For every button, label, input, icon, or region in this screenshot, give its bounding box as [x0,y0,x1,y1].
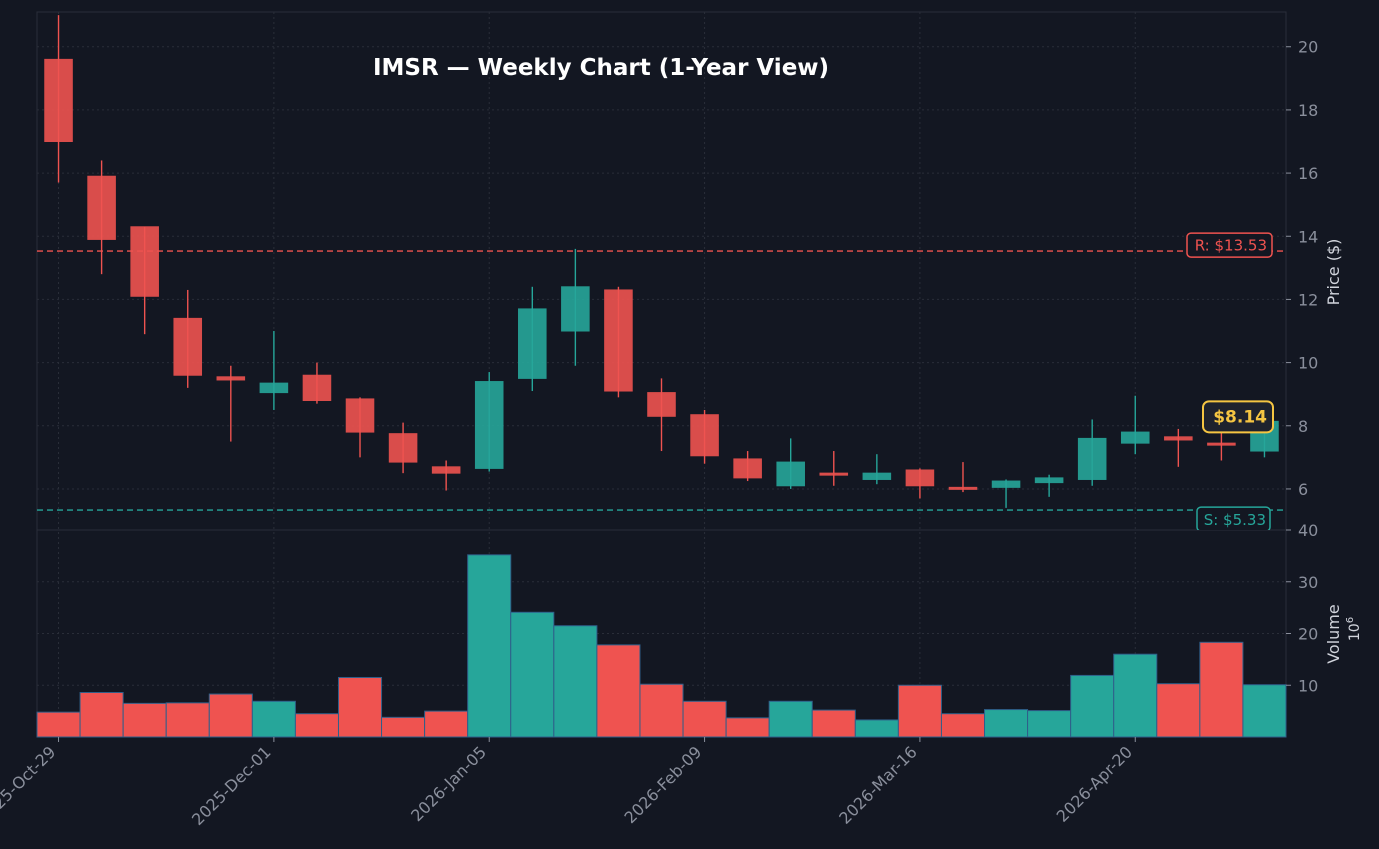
volume-bar [467,554,512,738]
chart-title: IMSR — Weekly Chart (1-Year View) [373,55,829,81]
volume-tick-label: 30 [1298,573,1318,592]
volume-bar [639,683,684,738]
volume-bar [940,713,986,738]
support-label-group: S: $5.33 [1196,506,1271,530]
price-axis-label: Price ($) [1324,239,1343,306]
last-price-badge [1202,400,1274,434]
candle-body [216,376,246,381]
resistance-label-box [1186,232,1273,258]
volume-bar [294,713,339,738]
volume-multiplier-exponent: 6 [1345,617,1356,623]
candle-body [518,308,547,379]
price-tick-label: 10 [1298,354,1318,373]
support-label-box [1196,506,1271,530]
volume-bar [897,684,942,738]
candle-body [819,472,849,476]
candle-body [690,414,719,457]
candle-body [905,469,935,487]
candle-body [733,458,762,479]
volume-bar [122,702,167,738]
candle-body [776,461,805,487]
candle-body [130,226,159,297]
last-price-label: $8.14 [1213,407,1267,427]
price-tick-label: 8 [1298,417,1308,436]
candle-body [173,317,203,376]
volume-bar [510,611,555,738]
candle-body [1120,431,1150,444]
volume-bar [1199,641,1244,738]
price-tick-label: 20 [1298,38,1318,57]
volume-bar [36,711,81,738]
price-panel: R: $13.53 S: $5.33 $8.14 [37,15,1286,530]
volume-bar [553,625,598,738]
candle-body [259,382,289,394]
volume-bar [811,709,856,738]
volume-tick-label: 20 [1298,625,1318,644]
volume-bar [1242,684,1287,738]
candle-body [44,58,73,142]
volume-bar [79,691,124,738]
volume-bar [1113,653,1158,738]
volume-bar [251,700,296,738]
volume-axis-label: Volume [1324,604,1343,664]
candle-body [388,433,418,463]
volume-panel [36,554,1287,738]
candle-body [302,374,332,402]
candle-body [1077,437,1107,480]
price-tick-label: 6 [1298,480,1308,499]
candle-body [431,466,461,474]
candle-body [561,286,590,332]
volume-bar [1070,674,1115,738]
candle-body [1164,436,1193,441]
candle-body [345,398,375,433]
volume-bar [984,709,1029,738]
volume-bar [337,676,383,738]
candle-body [1034,477,1064,484]
volume-bar [682,700,727,738]
price-tick-label: 16 [1298,164,1318,183]
candles-group [44,15,1279,508]
price-tick-label: 12 [1298,290,1318,309]
volume-bar [596,644,641,738]
candle-body [1207,442,1236,446]
volume-multiplier-label: 106 [1345,617,1363,641]
candle-body [948,486,978,490]
volume-tick-label: 40 [1298,521,1318,540]
volume-multiplier-base: 10 [1347,623,1363,641]
candle-body [604,289,633,392]
price-tick-label: 18 [1298,101,1318,120]
candle-body [991,480,1021,488]
volume-bar [1156,683,1201,738]
candle-body [87,175,116,240]
candle-body [474,381,504,469]
volume-tick-label: 10 [1298,676,1318,695]
volume-bar [725,717,770,738]
volume-bar [1027,710,1072,738]
resistance-label: R: $13.53 [1195,237,1267,255]
volume-bar [854,719,899,738]
candle-body [862,472,892,480]
volume-bar [768,700,813,738]
price-tick-label: 14 [1298,227,1318,246]
candle-body [647,392,676,417]
volume-bar [424,710,469,738]
support-label: S: $5.33 [1204,511,1266,529]
volume-bar [165,702,210,738]
volume-bar [208,693,253,738]
volume-bar [381,716,426,738]
